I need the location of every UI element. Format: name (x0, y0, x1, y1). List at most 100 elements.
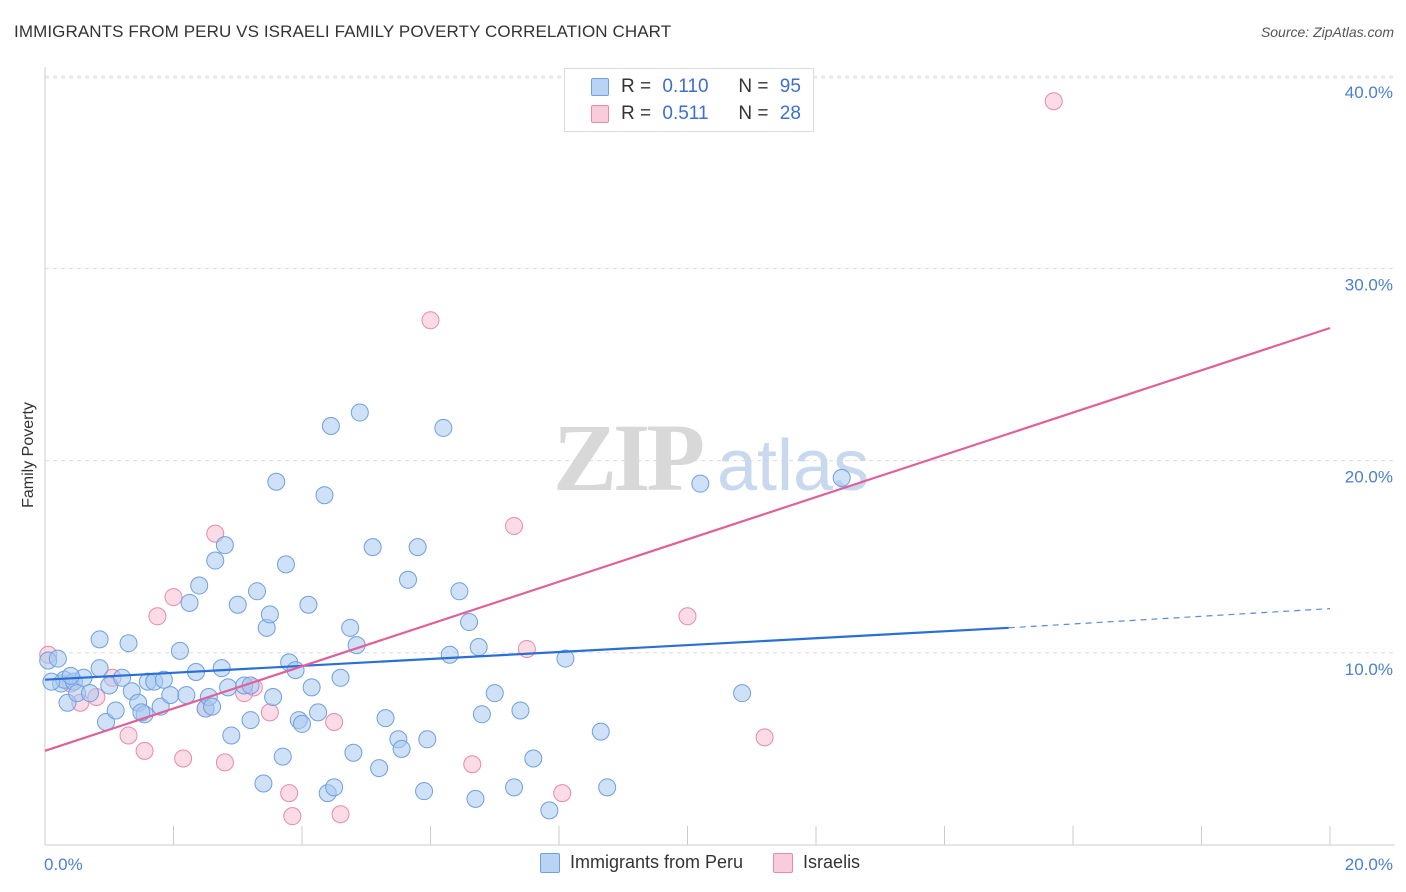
point-israelis (174, 749, 193, 768)
point-peru (466, 789, 485, 808)
trendline-israelis (44, 326, 1331, 752)
point-peru (113, 668, 132, 687)
grid-lines (45, 75, 1395, 654)
watermark-atlas: atlas (717, 426, 869, 506)
point-peru (556, 649, 575, 668)
point-peru (408, 538, 427, 557)
point-peru (505, 778, 524, 797)
source-label: Source: ZipAtlas.com (1260, 24, 1394, 40)
point-peru (415, 782, 434, 801)
watermark-zip: ZIP (553, 404, 702, 511)
point-peru (418, 730, 437, 749)
y-tick-label: 30.0% (1345, 275, 1393, 294)
point-peru (344, 743, 363, 762)
point-peru (511, 701, 530, 720)
point-israelis (119, 726, 138, 745)
axes (44, 67, 1395, 846)
point-peru (273, 747, 292, 766)
point-peru (241, 711, 260, 730)
legend-n-value: 95 (779, 76, 801, 97)
trendline-peru (44, 626, 1009, 681)
point-peru (90, 630, 109, 649)
point-peru (591, 722, 610, 741)
watermark: ZIP atlas (553, 404, 869, 511)
point-peru (363, 538, 382, 557)
series-peru (39, 403, 851, 820)
y-tick-label: 40.0% (1345, 83, 1393, 102)
point-peru (315, 486, 334, 505)
point-israelis (206, 524, 225, 543)
point-peru (321, 417, 340, 436)
point-peru (450, 582, 469, 601)
point-peru (154, 670, 173, 689)
point-peru (180, 593, 199, 612)
point-israelis (280, 784, 299, 803)
point-israelis (260, 703, 279, 722)
point-peru (309, 703, 328, 722)
point-peru (460, 613, 479, 632)
point-peru (440, 645, 459, 664)
point-peru (254, 774, 273, 793)
y-tick-label: 10.0% (1345, 660, 1393, 679)
point-peru (370, 759, 389, 778)
point-peru (212, 659, 231, 678)
point-israelis (148, 607, 167, 626)
point-peru (206, 551, 225, 570)
point-peru (399, 570, 418, 589)
point-peru (248, 582, 267, 601)
point-peru (293, 714, 311, 733)
legend-r-value: 0.511 (662, 103, 709, 124)
legend: R = 0.110 N = 95 R = 0.511 N = 28 (564, 68, 814, 132)
point-peru (106, 701, 125, 720)
x-tick-label: 20.0% (1345, 855, 1393, 874)
point-israelis (331, 805, 350, 824)
point-peru (228, 595, 247, 614)
bottom-legend-peru: Immigrants from Peru (570, 852, 744, 872)
y-tick-label: 20.0% (1345, 468, 1393, 487)
trendlines (44, 326, 1331, 752)
legend-r-label: R = (621, 76, 652, 97)
trendline-peru-extension (1008, 608, 1331, 629)
legend-swatch-israelis (591, 105, 609, 123)
point-peru (222, 726, 241, 745)
point-peru (832, 468, 851, 487)
y-axis-label: Family Poverty (20, 402, 37, 508)
point-peru (376, 709, 395, 728)
legend-r-value: 0.110 (662, 76, 709, 97)
point-israelis (215, 753, 234, 772)
point-peru (276, 555, 295, 574)
point-peru (341, 618, 360, 637)
point-peru (267, 472, 286, 491)
point-peru (61, 666, 80, 685)
point-israelis (678, 607, 697, 626)
legend-row-peru: R = 0.110 N = 95 (565, 74, 801, 100)
point-peru (119, 634, 138, 653)
point-peru (691, 474, 710, 493)
point-peru (598, 778, 617, 797)
tick-labels: 10.0% 20.0% 30.0% 40.0% 0.0% 20.0% (44, 83, 1393, 874)
point-peru (325, 778, 344, 797)
point-peru (469, 638, 488, 657)
point-israelis (463, 755, 482, 774)
point-peru (42, 672, 61, 691)
bottom-legend-israelis: Israelis (803, 852, 861, 872)
legend-n-label: N = (738, 103, 769, 124)
legend-n-label: N = (738, 76, 769, 97)
point-peru (540, 801, 559, 820)
point-israelis (325, 712, 344, 731)
point-peru (161, 686, 180, 705)
point-peru (485, 684, 504, 703)
legend-swatch-peru (591, 78, 609, 96)
chart-title: IMMIGRANTS FROM PERU VS ISRAELI FAMILY P… (14, 22, 672, 41)
point-israelis (283, 807, 302, 826)
point-israelis (505, 516, 524, 535)
point-peru (392, 739, 411, 758)
legend-r-label: R = (621, 103, 652, 124)
point-peru (302, 678, 321, 697)
point-peru (215, 536, 234, 555)
legend-n-value: 28 (779, 103, 801, 124)
point-peru (203, 697, 222, 716)
point-peru (264, 688, 283, 707)
point-peru (170, 641, 189, 660)
point-peru (177, 686, 196, 705)
